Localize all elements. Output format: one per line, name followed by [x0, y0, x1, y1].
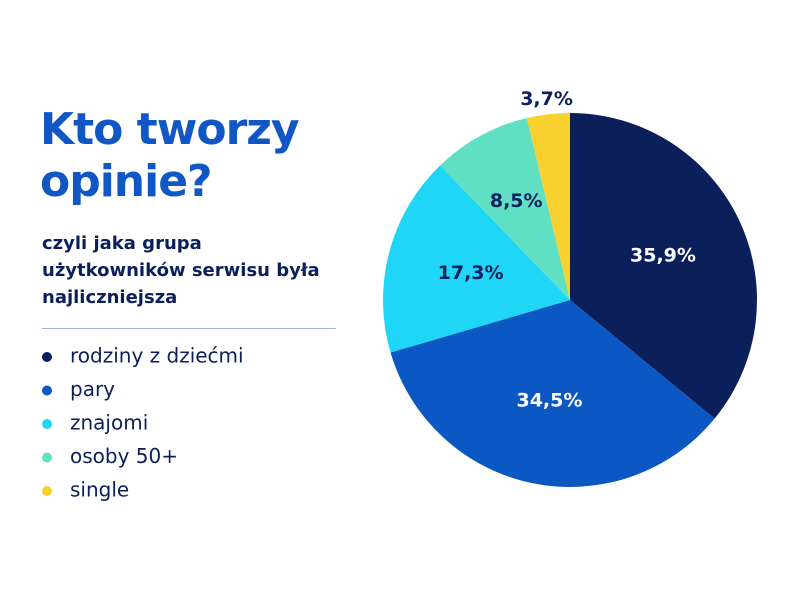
data-label: 8,5% — [490, 190, 543, 212]
pie-slice — [570, 113, 758, 419]
chart-subtitle: czyli jaka grupa użytkowników serwisu by… — [42, 233, 320, 308]
pie-slice — [526, 113, 570, 300]
pie-slice — [383, 165, 570, 353]
data-label: 3,7% — [520, 88, 573, 110]
pie-slice — [390, 300, 715, 488]
divider — [42, 328, 336, 329]
legend-marker — [42, 486, 52, 496]
chart-title: Kto tworzy opinie? — [40, 104, 300, 207]
legend-label: pary — [70, 377, 115, 401]
legend-label: rodziny z dziećmi — [70, 344, 244, 368]
legend-label: osoby 50+ — [70, 444, 178, 468]
legend-marker — [42, 452, 52, 463]
data-label: 17,3% — [438, 262, 504, 284]
legend-marker — [42, 385, 52, 396]
legend-label: single — [70, 478, 129, 502]
legend-marker — [42, 352, 52, 362]
legend-label: znajomi — [70, 411, 148, 435]
pie-slice — [440, 118, 570, 300]
data-label: 34,5% — [516, 389, 582, 411]
legend-marker — [42, 419, 52, 429]
data-label: 35,9% — [630, 245, 696, 267]
